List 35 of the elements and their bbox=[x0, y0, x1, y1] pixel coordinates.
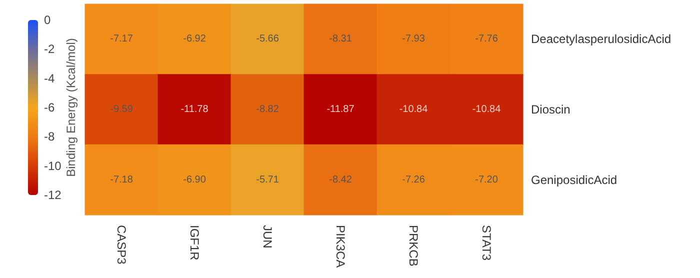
data-label: -5.66 bbox=[256, 34, 280, 45]
color-bar-label: 0 bbox=[44, 13, 51, 27]
data-label: -8.82 bbox=[256, 104, 280, 115]
data-label: -10.84 bbox=[472, 104, 502, 115]
y-tick-label: GeniposidicAcid bbox=[531, 172, 618, 187]
data-label: -11.78 bbox=[180, 104, 209, 115]
data-label: -11.87 bbox=[326, 104, 355, 115]
y-tick-label: DeacetylasperulosidicAcid bbox=[531, 32, 672, 46]
data-label: -7.76 bbox=[475, 34, 498, 45]
color-bar-label: -2 bbox=[44, 42, 55, 56]
data-label: -8.31 bbox=[329, 34, 352, 45]
x-tick-label: IGF1R bbox=[188, 225, 202, 261]
color-bar-label: -12 bbox=[44, 188, 62, 202]
data-label: -7.93 bbox=[402, 34, 426, 45]
color-bar-label: -4 bbox=[44, 71, 55, 86]
y-tick-label: Dioscin bbox=[531, 102, 570, 116]
color-bar-title: Binding Energy (Kcal/mol) bbox=[64, 38, 78, 177]
data-label: -7.18 bbox=[110, 174, 134, 186]
data-label: -5.71 bbox=[256, 174, 280, 186]
x-tick-label: PIK3CA bbox=[334, 225, 348, 268]
color-bar-label: -6 bbox=[44, 100, 55, 114]
color-bar-label: -8 bbox=[44, 130, 55, 144]
data-label: -7.17 bbox=[110, 34, 134, 45]
data-label: -6.90 bbox=[183, 174, 206, 186]
x-tick-label: PRKCB bbox=[406, 225, 420, 266]
x-tick-label: STAT3 bbox=[480, 225, 494, 261]
x-tick-label: CASP3 bbox=[114, 225, 128, 265]
data-label: -10.84 bbox=[399, 104, 428, 115]
data-label: -7.26 bbox=[402, 174, 426, 186]
data-label: -8.42 bbox=[329, 174, 352, 186]
data-label: -7.20 bbox=[475, 174, 498, 186]
data-label: -9.59 bbox=[110, 104, 134, 115]
data-label: -6.92 bbox=[183, 34, 206, 45]
color-bar-label: -10 bbox=[44, 158, 62, 173]
x-tick-label: JUN bbox=[260, 225, 274, 248]
